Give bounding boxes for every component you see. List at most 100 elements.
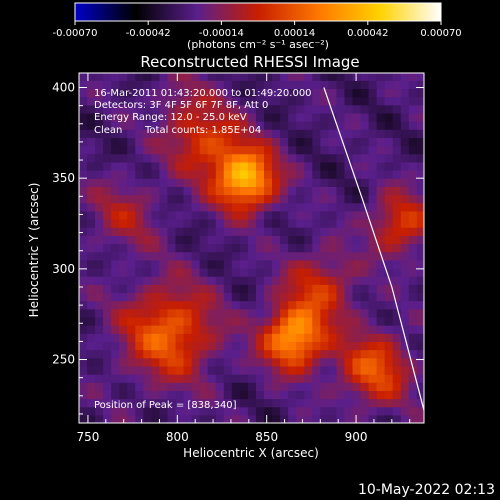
heatmap-cell [320,349,329,359]
heatmap-cell [360,88,370,98]
heatmap-cell [336,267,346,277]
heatmap-cell [392,153,402,163]
heatmap-cell [288,170,297,179]
heatmap-cell [79,227,88,236]
heatmap-cell [296,80,305,90]
heatmap-cell [344,235,354,245]
heatmap-cell [344,227,354,236]
heatmap-cell [368,292,378,302]
heatmap-cell [127,88,136,98]
heatmap-cell [199,325,209,334]
heatmap-cell [239,218,249,228]
heatmap-cell [199,161,209,171]
heatmap-cell [223,210,233,220]
heatmap-cell [264,129,273,138]
heatmap-cell [159,227,169,236]
heatmap-cell [239,129,249,138]
heatmap-cell [312,341,321,351]
heatmap-cell [207,161,217,171]
heatmap-cell [159,80,169,90]
heatmap-cell [79,129,88,138]
heatmap-cell [95,414,104,423]
heatmap-cell [231,161,241,171]
heatmap-cell [223,251,233,261]
heatmap-cell [215,73,225,81]
heatmap-cell [247,243,257,253]
heatmap-cell [255,129,265,138]
heatmap-cell [79,194,88,204]
heatmap-cell [376,349,386,359]
heatmap-cell [288,284,297,294]
heatmap-cell [272,186,281,196]
heatmap-cell [280,292,289,302]
heatmap-cell [255,202,265,212]
heatmap-cell [151,333,161,342]
heatmap-cell [183,365,193,375]
heatmap-cell [159,121,169,130]
heatmap-cell [175,202,185,212]
heatmap-cell [376,227,386,236]
heatmap-cell [304,161,313,171]
heatmap-cell [272,112,281,122]
heatmap-cell [320,202,329,212]
heatmap-cell [231,398,241,408]
heatmap-cell [255,316,265,326]
heatmap-cell [280,202,289,212]
heatmap-cell [87,333,96,342]
heatmap-cell [304,121,313,130]
heatmap-cell [151,194,161,204]
heatmap-cell [111,365,120,375]
heatmap-cell [111,88,120,98]
heatmap-cell [368,243,378,253]
heatmap-cell [400,186,410,196]
heatmap-cell [312,251,321,261]
heatmap-cell [167,382,177,391]
heatmap-cell [336,276,346,285]
heatmap-cell [288,137,297,147]
heatmap-cell [95,316,104,326]
heatmap-cell [376,267,386,277]
heatmap-cell [167,88,177,98]
heatmap-cell [247,308,257,318]
heatmap-cell [87,341,96,351]
heatmap-cell [392,73,402,81]
heatmap-cell [231,251,241,261]
heatmap-cell [215,276,225,285]
y-tick-label: 350 [52,171,75,185]
heatmap-cell [87,210,96,220]
heatmap-cell [191,210,201,220]
heatmap-cell [231,186,241,196]
heatmap-cell [95,349,104,359]
heatmap-cell [135,276,144,285]
heatmap-cell [223,284,233,294]
heatmap-cell [416,194,424,204]
heatmap-cell [352,349,362,359]
heatmap-cell [296,406,305,416]
heatmap-cell [175,129,185,138]
heatmap-cell [312,365,321,375]
heatmap-cell [264,104,273,114]
heatmap-cell [143,300,152,310]
heatmap-cell [376,325,386,334]
heatmap-cell [95,300,104,310]
heatmap-cell [328,96,338,106]
heatmap-cell [296,96,305,106]
heatmap-cell [87,129,96,138]
heatmap-cell [119,170,128,179]
heatmap-cell [103,186,112,196]
heatmap-cell [175,300,185,310]
heatmap-cell [328,186,338,196]
heatmap-cell [296,178,305,187]
heatmap-cell [247,349,257,359]
heatmap-cell [416,202,424,212]
heatmap-cell [368,218,378,228]
heatmap-cell [135,161,144,171]
heatmap-cell [143,341,152,351]
heatmap-cell [119,251,128,261]
heatmap-cell [296,104,305,114]
heatmap-cell [87,398,96,408]
heatmap-cell [103,349,112,359]
heatmap-cell [247,210,257,220]
heatmap-cell [215,284,225,294]
heatmap-cell [320,161,329,171]
